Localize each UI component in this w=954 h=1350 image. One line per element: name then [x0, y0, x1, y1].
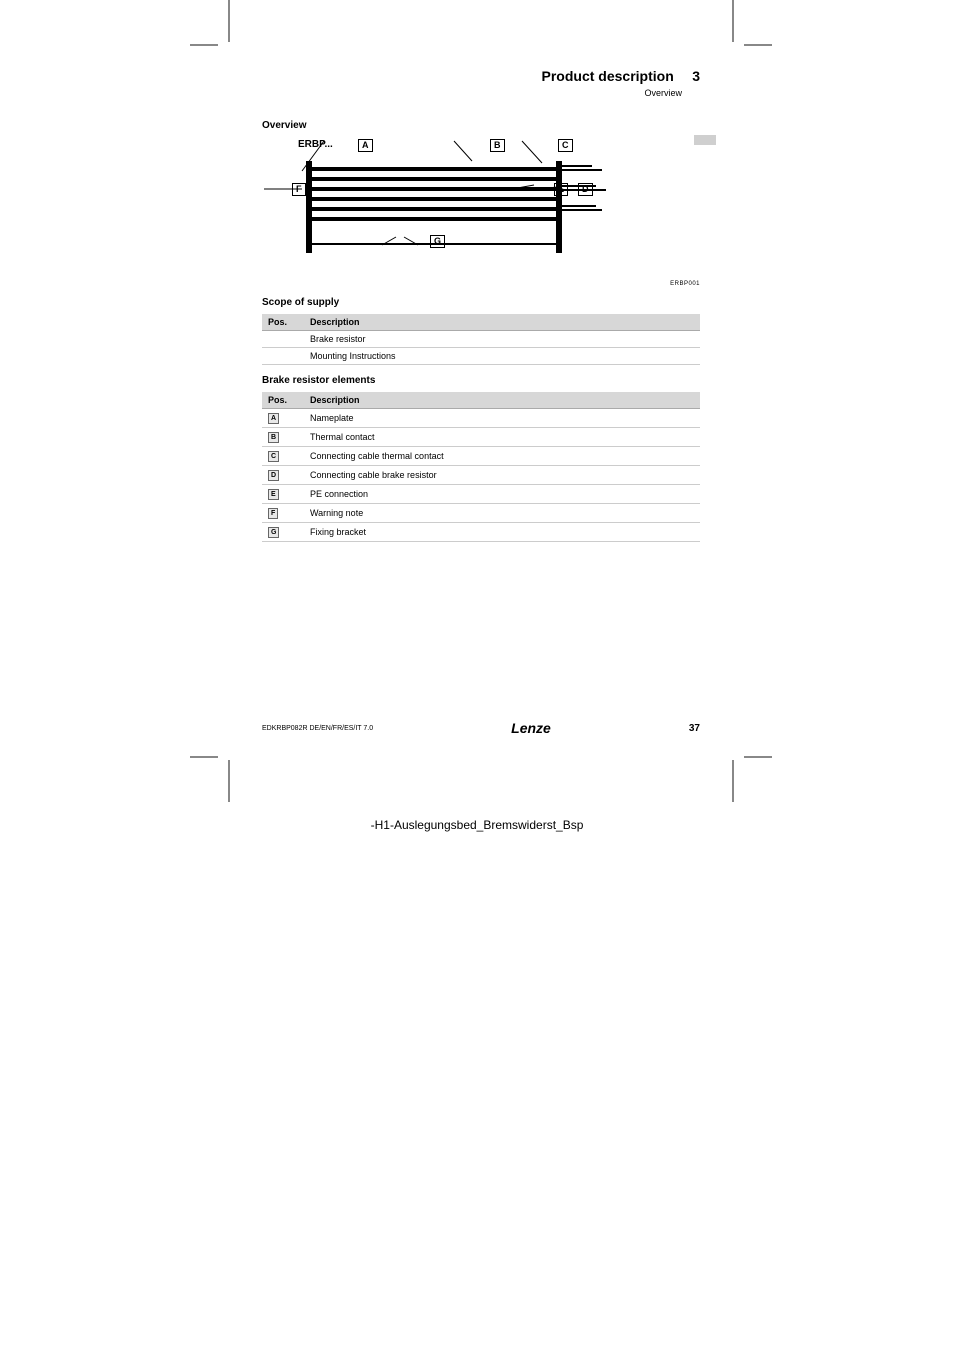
page-footer: EDKRBP082R DE/EN/FR/ES/IT 7.0 Lenze 37: [262, 720, 700, 736]
col-header-pos: Pos.: [262, 392, 304, 409]
header-title: Product description: [542, 68, 674, 84]
col-header-pos: Pos.: [262, 314, 304, 331]
page-content: Product description 3 Overview Overview …: [228, 44, 734, 756]
cell-pos: [262, 348, 304, 365]
pos-letter: A: [268, 413, 279, 424]
brand-logo: Lenze: [511, 720, 551, 736]
col-header-desc: Description: [304, 392, 700, 409]
pos-letter: G: [268, 527, 279, 538]
col-header-desc: Description: [304, 314, 700, 331]
table-row: Mounting Instructions: [262, 348, 700, 365]
table-row: F Warning note: [262, 504, 700, 523]
figure-id: ERBP001: [670, 281, 700, 287]
diagram-tab: [694, 135, 716, 145]
crop-mark: [190, 756, 218, 758]
table-row: A Nameplate: [262, 409, 700, 428]
table-row: B Thermal contact: [262, 428, 700, 447]
cell-desc: Thermal contact: [304, 428, 700, 447]
page-number: 37: [689, 723, 700, 734]
table-row: D Connecting cable brake resistor: [262, 466, 700, 485]
elements-heading: Brake resistor elements: [262, 375, 700, 386]
pos-letter: C: [268, 451, 279, 462]
crop-mark: [732, 760, 734, 802]
pos-letter: D: [268, 470, 279, 481]
cell-desc: Warning note: [304, 504, 700, 523]
crop-mark: [228, 760, 230, 802]
document-id: EDKRBP082R DE/EN/FR/ES/IT 7.0: [262, 725, 373, 732]
product-diagram: ERBP... A B C F E D G: [262, 137, 700, 287]
table-row: Brake resistor: [262, 331, 700, 348]
file-caption: -H1-Auslegungsbed_Bremswiderst_Bsp: [0, 818, 954, 832]
cell-desc: Nameplate: [304, 409, 700, 428]
cell-pos: [262, 331, 304, 348]
leader-lines: [262, 137, 662, 277]
scope-of-supply-table: Pos. Description Brake resistor Mounting…: [262, 314, 700, 365]
table-row: E PE connection: [262, 485, 700, 504]
brake-resistor-elements-table: Pos. Description A Nameplate B Thermal con…: [262, 392, 700, 542]
crop-mark: [190, 44, 218, 46]
pos-letter: E: [268, 489, 279, 500]
cell-desc: PE connection: [304, 485, 700, 504]
cell-desc: Mounting Instructions: [304, 348, 700, 365]
header-subtitle: Overview: [262, 88, 682, 98]
crop-mark: [228, 0, 230, 42]
crop-mark: [744, 44, 772, 46]
scope-heading: Scope of supply: [262, 297, 700, 308]
cell-desc: Fixing bracket: [304, 523, 700, 542]
resistor-illustration: [306, 161, 562, 253]
pos-letter: B: [268, 432, 279, 443]
pos-letter: F: [268, 508, 278, 519]
cell-desc: Connecting cable thermal contact: [304, 447, 700, 466]
table-row: C Connecting cable thermal contact: [262, 447, 700, 466]
page-header: Product description 3 Overview: [262, 68, 700, 98]
cell-desc: Brake resistor: [304, 331, 700, 348]
cell-desc: Connecting cable brake resistor: [304, 466, 700, 485]
chapter-number: 3: [692, 68, 700, 84]
table-row: G Fixing bracket: [262, 523, 700, 542]
crop-mark: [744, 756, 772, 758]
overview-heading: Overview: [262, 120, 700, 131]
crop-mark: [732, 0, 734, 42]
